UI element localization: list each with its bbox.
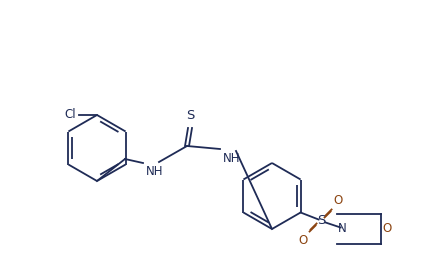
Text: NH: NH xyxy=(223,152,240,165)
Text: NH: NH xyxy=(146,165,163,178)
Text: O: O xyxy=(333,195,343,208)
Text: N: N xyxy=(338,222,347,235)
Text: O: O xyxy=(298,234,308,247)
Text: S: S xyxy=(186,109,194,122)
Text: S: S xyxy=(317,214,326,227)
Text: Cl: Cl xyxy=(64,108,76,121)
Text: O: O xyxy=(382,222,392,235)
